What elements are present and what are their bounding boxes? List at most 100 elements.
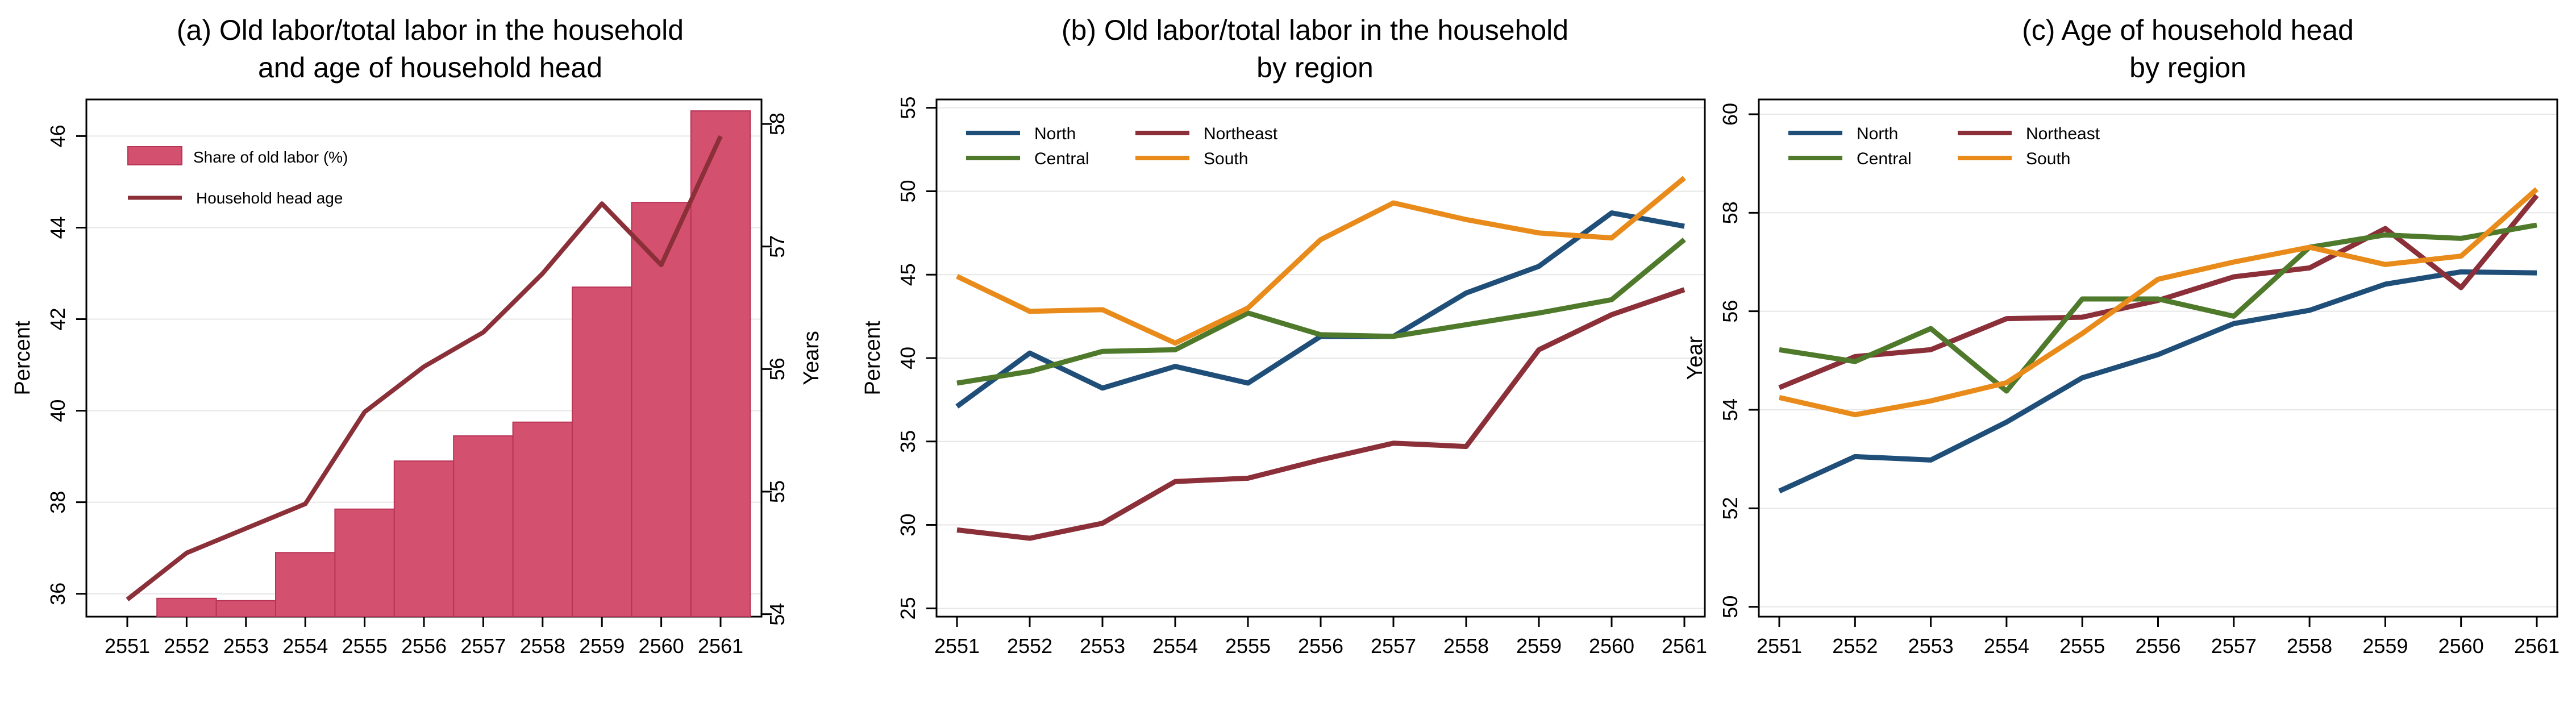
- y2-tick-label: 57: [765, 235, 789, 258]
- legend-swatch-share: [127, 146, 182, 165]
- y-tick-label: 40: [46, 400, 69, 422]
- bar: [215, 600, 277, 618]
- x-tick-label: 2556: [401, 634, 447, 658]
- y-tick-label: 42: [46, 308, 69, 331]
- y-tick-label: 50: [1718, 596, 1742, 618]
- x-tick-label: 2554: [282, 634, 328, 658]
- x-tick-label: 2551: [1757, 634, 1802, 658]
- y-tick-label: 38: [46, 491, 69, 514]
- y2-tick-label: 55: [765, 480, 789, 503]
- legend-label: North: [1857, 124, 1898, 143]
- x-tick-label: 2553: [1080, 634, 1125, 658]
- x-tick-label: 2560: [2438, 634, 2484, 658]
- legend-label: South: [2026, 149, 2070, 168]
- chart-title-line: (a) Old labor/total labor in the househo…: [177, 14, 684, 46]
- x-tick-label: 2560: [639, 634, 684, 658]
- y-tick-label: 54: [1718, 398, 1742, 421]
- chart-title-line: by region: [2129, 52, 2246, 84]
- x-tick-label: 2554: [1984, 634, 2029, 658]
- y2-tick-label: 56: [765, 358, 789, 380]
- x-tick-label: 2551: [934, 634, 980, 658]
- y-tick-label: 58: [1718, 201, 1742, 224]
- legend-label: Northeast: [2026, 124, 2100, 143]
- legend-label: Central: [1034, 149, 1089, 168]
- y-tick-label: 45: [896, 263, 919, 286]
- chart-title-line: by region: [1256, 52, 1374, 84]
- x-tick-label: 2559: [2362, 634, 2408, 658]
- bar: [512, 421, 573, 617]
- bar: [393, 460, 455, 617]
- x-tick-label: 2555: [1225, 634, 1271, 658]
- bar: [631, 202, 692, 617]
- x-tick-label: 2557: [2211, 634, 2257, 658]
- chart-title-line: (c) Age of household head: [2022, 14, 2354, 46]
- legend-label: Central: [1857, 149, 1912, 168]
- chart-title-line: and age of household head: [258, 52, 602, 84]
- x-tick-label: 2556: [1298, 634, 1343, 658]
- legend-label: South: [1204, 149, 1248, 168]
- x-tick-label: 2558: [2287, 634, 2332, 658]
- x-tick-label: 2559: [1516, 634, 1562, 658]
- chart-panel-0: (a) Old labor/total labor in the househo…: [11, 14, 823, 658]
- series-line-northeast: [1778, 194, 2539, 390]
- chart-panel-1: (b) Old labor/total labor in the househo…: [861, 14, 1707, 658]
- x-tick-label: 2552: [164, 634, 209, 658]
- x-tick-label: 2554: [1152, 634, 1198, 658]
- x-tick-label: 2557: [460, 634, 506, 658]
- x-tick-label: 2552: [1832, 634, 1878, 658]
- x-tick-label: 2559: [579, 634, 625, 658]
- bar: [334, 508, 395, 617]
- bar: [156, 597, 217, 617]
- legend-label: Share of old labor (%): [193, 148, 348, 166]
- y-axis-label: Year: [1683, 336, 1707, 380]
- legend-label: Northeast: [1204, 124, 1278, 143]
- y-tick-label: 60: [1718, 103, 1742, 126]
- legend-label: North: [1034, 124, 1076, 143]
- x-tick-label: 2555: [2059, 634, 2105, 658]
- series-line-northeast: [956, 287, 1686, 541]
- bar: [453, 435, 514, 617]
- y-tick-label: 52: [1718, 497, 1742, 519]
- x-tick-label: 2553: [1908, 634, 1954, 658]
- chart-panel-2: (c) Age of household head by region 50 52 54…: [1683, 14, 2560, 658]
- y-tick-label: 50: [896, 180, 919, 202]
- bar: [275, 552, 336, 618]
- series-line-south: [956, 176, 1686, 346]
- x-tick-label: 2560: [1589, 634, 1634, 658]
- x-tick-label: 2553: [223, 634, 269, 658]
- y-tick-label: 44: [46, 216, 69, 239]
- x-tick-label: 2558: [520, 634, 565, 658]
- x-tick-label: 2561: [1662, 634, 1707, 658]
- bar: [572, 286, 632, 617]
- x-tick-label: 2555: [342, 634, 388, 658]
- x-tick-label: 2558: [1443, 634, 1489, 658]
- x-tick-label: 2561: [2514, 634, 2560, 658]
- y2-tick-label: 54: [765, 603, 789, 626]
- y2-axis-label: Years: [800, 331, 823, 385]
- y-tick-label: 36: [46, 583, 69, 605]
- series-line-household-head-age: [126, 135, 723, 601]
- x-tick-label: 2556: [2135, 634, 2180, 658]
- series-line-central: [1779, 222, 2537, 394]
- x-tick-label: 2551: [105, 634, 150, 658]
- y-axis-label: Percent: [11, 321, 35, 395]
- y2-tick-label: 58: [765, 113, 789, 135]
- y-tick-label: 40: [896, 347, 919, 369]
- plot-frame: [1758, 98, 2558, 618]
- legend-label: Household head age: [196, 189, 343, 207]
- y-tick-label: 56: [1718, 300, 1742, 323]
- y-tick-label: 25: [896, 597, 919, 620]
- x-tick-label: 2561: [698, 634, 743, 658]
- y-tick-label: 30: [896, 514, 919, 537]
- y-axis-label: Percent: [861, 321, 885, 395]
- bar: [690, 110, 751, 617]
- y-tick-label: 35: [896, 430, 919, 453]
- y-tick-label: 46: [46, 124, 69, 147]
- x-tick-label: 2552: [1007, 634, 1052, 658]
- series-line-north: [1778, 269, 2537, 494]
- y-tick-label: 55: [896, 97, 919, 119]
- x-tick-label: 2557: [1371, 634, 1416, 658]
- chart-title-line: (b) Old labor/total labor in the househo…: [1062, 14, 1568, 46]
